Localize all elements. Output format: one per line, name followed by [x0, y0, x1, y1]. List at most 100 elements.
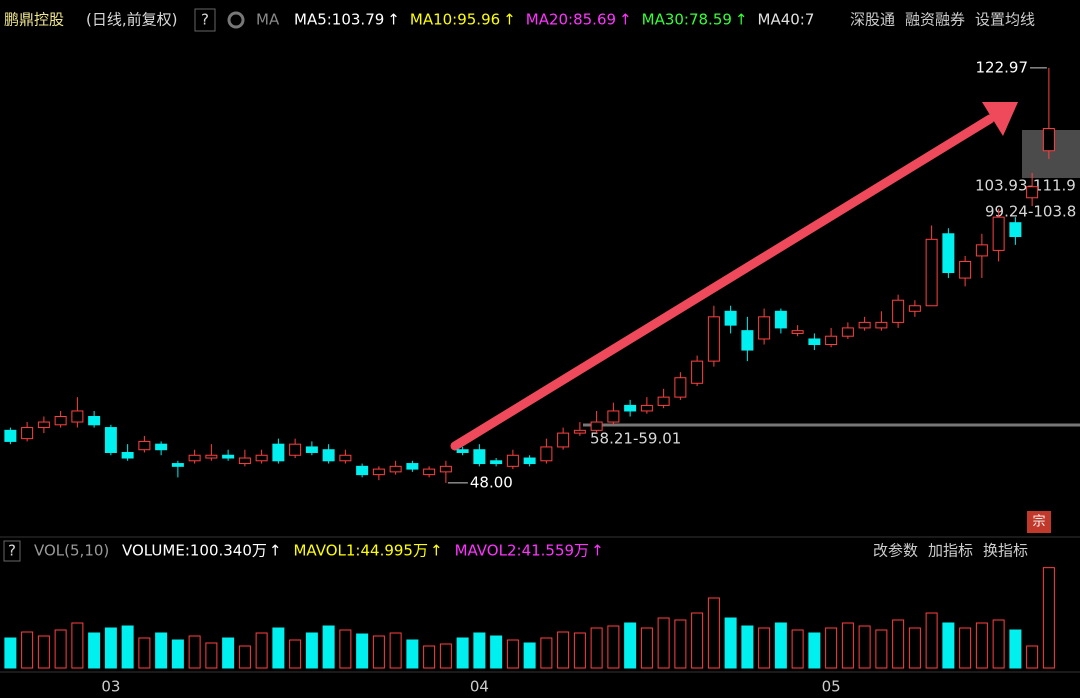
trend-arrowhead [982, 102, 1018, 136]
volume-bar [674, 619, 687, 669]
candle-body [624, 404, 637, 412]
volume-bar [808, 632, 821, 669]
candle-body [657, 396, 670, 406]
indicator-button[interactable]: 改参数 [873, 542, 918, 560]
volume-bar [724, 617, 737, 669]
candle-body [1026, 186, 1039, 199]
volume-bar [691, 612, 704, 669]
candle-body [372, 468, 385, 476]
volume-bar [975, 622, 988, 669]
volume-bar [1042, 567, 1055, 669]
settings-icon[interactable] [227, 11, 245, 29]
candle-body [473, 449, 486, 465]
candle-body [975, 244, 988, 257]
candle-body [925, 238, 938, 307]
volume-bar [774, 622, 787, 669]
trend-arrow: ↑ [503, 11, 516, 29]
candle-body [255, 454, 268, 462]
candle-body [674, 377, 687, 398]
candle-body [305, 446, 318, 453]
trend-arrow: ↑ [269, 542, 282, 560]
x-tick-label: 03 [101, 678, 120, 696]
help[interactable]: ? [201, 11, 209, 29]
help[interactable]: ? [8, 542, 16, 560]
candle-body [523, 457, 536, 465]
candle-body [1009, 222, 1022, 238]
trend-arrow: ↑ [735, 11, 748, 29]
candle-body [171, 463, 184, 467]
volume-bar [624, 622, 637, 669]
candle-body [741, 330, 754, 351]
candle-body [356, 465, 369, 476]
candle-body [121, 451, 134, 459]
header-link[interactable]: 深股通 [850, 11, 895, 29]
trend-arrow [450, 114, 995, 451]
candle-body [540, 446, 553, 462]
range-label: 99.24-103.8 [985, 203, 1076, 221]
candle-body [640, 404, 653, 412]
candle-body [724, 310, 737, 326]
volume-bar [305, 632, 318, 669]
volume-bar [640, 627, 653, 669]
trend-arrow: ↑ [591, 542, 604, 560]
candle-body [858, 321, 871, 329]
volume-bar [1026, 645, 1039, 669]
trend-arrow: ↑ [619, 11, 632, 29]
range-label: 103.93-111.9 [975, 177, 1076, 195]
candle-body [21, 427, 34, 440]
indicator-button[interactable]: 加指标 [928, 542, 973, 560]
volume-bar [607, 625, 620, 669]
candle-body [825, 335, 838, 346]
volume-bar [590, 627, 603, 669]
volume-bar [892, 619, 905, 669]
volume-bar [841, 622, 854, 669]
candle-body [289, 443, 302, 456]
volume-bar [506, 639, 519, 669]
volume-bar [71, 622, 84, 669]
ma-value: MA5:103.79 [294, 11, 384, 29]
help-box[interactable] [3, 540, 21, 562]
candle-body [791, 330, 804, 334]
volume-bar [959, 627, 972, 669]
stock-name: 鹏鼎控股 [4, 11, 64, 29]
candle-body [959, 260, 972, 279]
candle-body [54, 415, 67, 426]
ma-label: MA [256, 11, 280, 29]
volume-bar [171, 639, 184, 669]
trend-arrow: ↑ [387, 11, 400, 29]
candle-body [423, 468, 436, 476]
volume-bar [858, 625, 871, 669]
volume-bar [406, 639, 419, 669]
candle-body [222, 454, 235, 459]
candle-body [88, 415, 101, 426]
volume-bar [992, 619, 1005, 669]
volume-bar [875, 629, 888, 669]
header-link[interactable]: 融资融券 [905, 11, 965, 29]
volume-bar [423, 645, 436, 669]
candle-body [389, 465, 402, 473]
candle-body [607, 410, 620, 423]
badge: 宗 [1032, 514, 1045, 530]
x-tick-label: 04 [470, 678, 489, 696]
volume-bar [88, 632, 101, 669]
volume-bar [741, 625, 754, 669]
candle-body [707, 316, 720, 362]
volume-bar [289, 639, 302, 669]
header-link[interactable]: 设置均线 [975, 11, 1035, 29]
low-label: 48.00 [470, 473, 513, 491]
candle-body [942, 233, 955, 274]
volume-bar [255, 632, 268, 669]
candle-body [104, 427, 117, 453]
candle-body [808, 338, 821, 346]
volume-bar [356, 633, 369, 669]
volume-bar [825, 627, 838, 669]
indicator-button[interactable]: 换指标 [983, 542, 1028, 560]
candle-body [4, 429, 17, 442]
candle-body [774, 310, 787, 329]
candle-body [205, 454, 218, 459]
help-box[interactable] [194, 8, 216, 32]
volume-bar [573, 632, 586, 669]
candle-body [138, 440, 151, 451]
volume-value: VOLUME:100.340万 [122, 542, 267, 560]
